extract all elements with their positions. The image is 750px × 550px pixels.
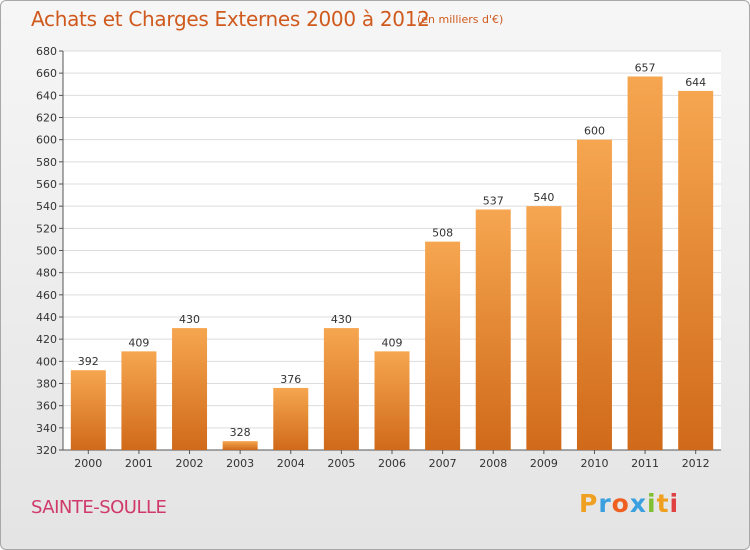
y-tick-label: 620 (36, 112, 57, 125)
value-label-2001: 409 (128, 336, 149, 349)
y-tick-label: 440 (36, 311, 57, 324)
y-tick-label: 360 (36, 400, 57, 413)
x-tick-label-2002: 2002 (176, 457, 204, 470)
y-tick-label: 600 (36, 134, 57, 147)
value-label-2009: 540 (533, 191, 554, 204)
y-tick-label: 320 (36, 444, 57, 457)
bar-2011 (627, 76, 663, 450)
x-tick-label-2004: 2004 (277, 457, 305, 470)
value-label-2005: 430 (331, 313, 352, 326)
chart-unit: (en milliers d'€) (417, 13, 504, 26)
bar-2012 (678, 90, 714, 451)
bar-2009 (526, 206, 562, 450)
logo-letter: o (611, 489, 630, 518)
y-tick-label: 660 (36, 67, 57, 80)
value-label-2003: 328 (230, 426, 251, 439)
y-tick-label: 540 (36, 200, 57, 213)
value-label-2010: 600 (584, 125, 605, 138)
y-tick-label: 460 (36, 289, 57, 302)
y-tick-label: 640 (36, 89, 57, 102)
y-tick-label: 340 (36, 422, 57, 435)
x-tick-label-2001: 2001 (125, 457, 153, 470)
y-tick-label: 380 (36, 378, 57, 391)
y-tick-label: 680 (36, 45, 57, 58)
bar-2004 (273, 387, 309, 450)
y-tick-label: 420 (36, 333, 57, 346)
logo-letter: i (669, 489, 680, 518)
value-label-2002: 430 (179, 313, 200, 326)
x-tick-label-2000: 2000 (74, 457, 102, 470)
x-tick-label-2006: 2006 (378, 457, 406, 470)
value-label-2012: 644 (685, 76, 706, 89)
x-tick-label-2005: 2005 (327, 457, 355, 470)
x-tick-label-2009: 2009 (530, 457, 558, 470)
bar-2008 (475, 209, 511, 450)
x-tick-label-2012: 2012 (682, 457, 710, 470)
bar-2007 (425, 241, 461, 450)
x-tick-label-2003: 2003 (226, 457, 254, 470)
value-label-2006: 409 (382, 336, 403, 349)
logo-letter: t (656, 489, 670, 518)
y-tick-label: 500 (36, 245, 57, 258)
bar-2006 (374, 351, 410, 450)
place-name: SAINTE-SOULLE (31, 497, 167, 518)
value-label-2011: 657 (635, 61, 656, 74)
chart-title: Achats et Charges Externes 2000 à 2012 (31, 7, 430, 31)
y-tick-label: 400 (36, 355, 57, 368)
x-tick-label-2008: 2008 (479, 457, 507, 470)
value-label-2004: 376 (280, 373, 301, 386)
bar-2005 (323, 328, 359, 450)
bar-2002 (172, 328, 208, 450)
x-tick-label-2011: 2011 (631, 457, 659, 470)
value-label-2000: 392 (78, 355, 99, 368)
logo-letter: i (647, 489, 657, 518)
value-label-2008: 537 (483, 194, 504, 207)
y-tick-label: 580 (36, 156, 57, 169)
y-tick-label: 560 (36, 178, 57, 191)
y-tick-label: 480 (36, 267, 57, 280)
proxiti-logo: Proxiti (579, 489, 679, 518)
bar-2001 (121, 351, 157, 450)
logo-letter: r (598, 489, 612, 518)
y-tick-label: 520 (36, 222, 57, 235)
bar-2000 (70, 370, 106, 450)
x-tick-label-2007: 2007 (429, 457, 457, 470)
value-label-2007: 508 (432, 227, 453, 240)
bar-2003 (222, 441, 258, 450)
bar-2010 (576, 139, 612, 450)
logo-letter: P (579, 489, 599, 518)
x-tick-label-2010: 2010 (580, 457, 608, 470)
logo-letter: x (629, 489, 647, 518)
